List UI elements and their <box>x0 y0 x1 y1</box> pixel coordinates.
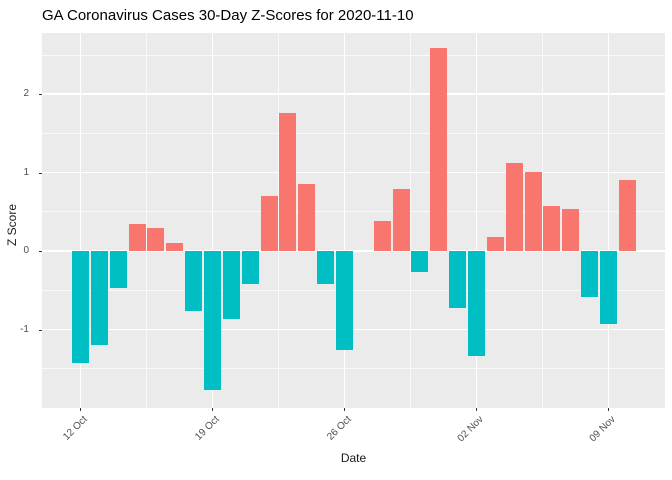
zscore-bar <box>298 184 316 252</box>
zscore-bar <box>411 251 429 273</box>
x-minor-gridline <box>410 33 411 408</box>
zscore-bar <box>317 251 335 285</box>
x-major-gridline <box>211 33 214 408</box>
y-major-gridline <box>42 250 665 252</box>
zscore-bar <box>618 180 636 252</box>
y-minor-gridline <box>42 54 665 56</box>
zscore-bar <box>562 208 580 252</box>
x-minor-gridline <box>542 33 543 408</box>
zscore-bar <box>543 206 561 252</box>
zscore-bar <box>71 251 89 364</box>
zscore-bar <box>147 228 165 252</box>
x-minor-gridline <box>146 33 147 408</box>
zscore-bar <box>335 251 353 350</box>
zscore-bar <box>430 47 448 252</box>
plot-panel <box>42 33 665 408</box>
y-tick-label: 1 <box>23 166 29 178</box>
x-axis-tick <box>608 408 610 411</box>
zscore-bar <box>599 251 617 325</box>
y-axis-tick <box>39 329 42 331</box>
y-axis-tick <box>39 94 42 96</box>
x-axis-title: Date <box>340 451 367 465</box>
zscore-bar <box>449 251 467 309</box>
zscore-bar <box>166 243 184 252</box>
chart-title: GA Coronavirus Cases 30-Day Z-Scores for… <box>42 7 414 24</box>
y-major-gridline <box>42 171 665 174</box>
zscore-bar <box>486 236 504 252</box>
x-axis-tick <box>80 408 82 411</box>
y-minor-gridline <box>42 368 665 370</box>
y-tick-label: -1 <box>20 323 29 335</box>
zscore-bar <box>222 251 240 320</box>
zscore-bar <box>185 251 203 311</box>
y-tick-label: 2 <box>23 88 29 100</box>
zscore-bar <box>128 223 146 252</box>
x-axis-tick <box>344 408 346 411</box>
x-major-gridline <box>607 33 610 408</box>
zscore-bar <box>241 251 259 285</box>
y-minor-gridline <box>42 289 665 291</box>
y-major-gridline <box>42 93 665 95</box>
y-major-gridline <box>42 328 665 331</box>
y-axis-tick <box>39 172 42 174</box>
zscore-bar <box>467 251 485 357</box>
zscore-bar <box>581 251 599 298</box>
zscore-bar <box>203 251 221 390</box>
y-minor-gridline <box>42 133 665 134</box>
x-axis-tick <box>476 408 478 411</box>
zscore-bar <box>505 163 523 252</box>
zscore-bar <box>279 113 297 252</box>
zscore-bar <box>392 189 410 252</box>
x-major-gridline <box>475 33 478 408</box>
y-axis-tick <box>39 251 42 253</box>
zscore-bar <box>90 251 108 346</box>
x-axis-tick <box>212 408 214 411</box>
y-minor-gridline <box>42 211 665 213</box>
zscore-bar <box>109 251 127 288</box>
x-minor-gridline <box>278 33 279 408</box>
zscore-bar <box>524 171 542 252</box>
x-major-gridline <box>343 33 346 408</box>
x-major-gridline <box>79 33 82 408</box>
zscore-bar <box>373 220 391 252</box>
zscore-bar <box>260 196 278 252</box>
y-tick-label: 0 <box>23 245 29 257</box>
